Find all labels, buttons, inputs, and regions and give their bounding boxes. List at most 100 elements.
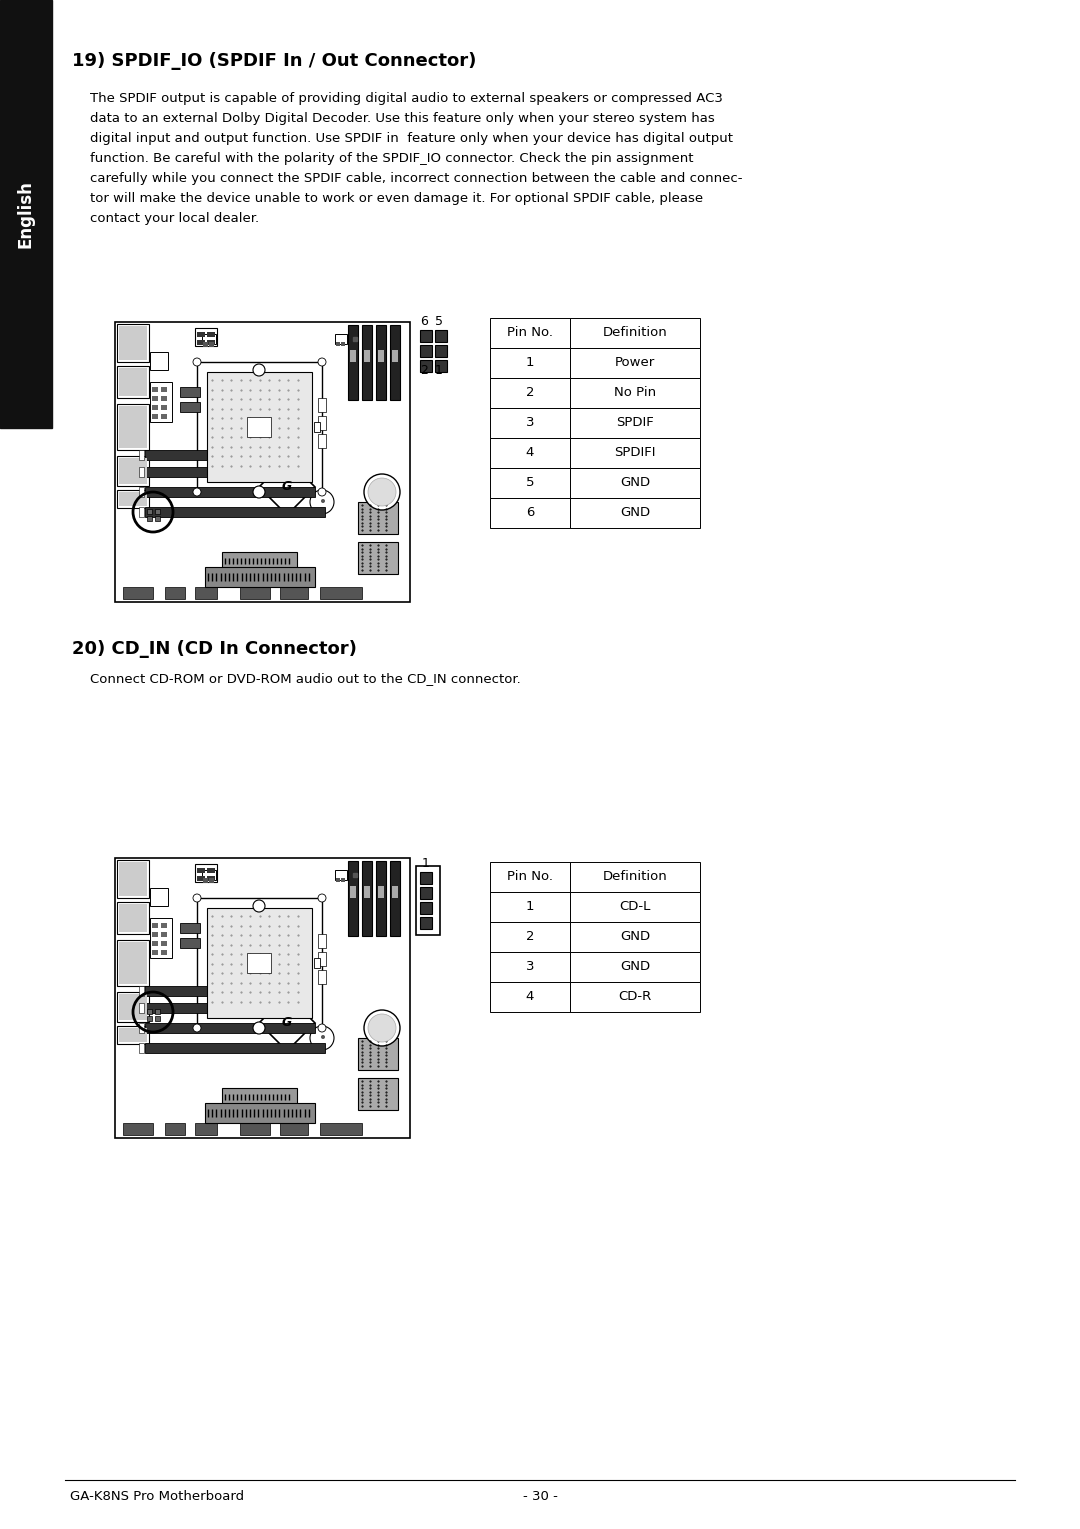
Bar: [117, 859, 149, 898]
Bar: [161, 940, 167, 946]
Polygon shape: [259, 995, 315, 1050]
Bar: [435, 359, 447, 372]
Bar: [117, 365, 149, 398]
Bar: [195, 587, 217, 599]
Bar: [147, 509, 152, 514]
Bar: [145, 1043, 325, 1053]
Text: English: English: [17, 180, 35, 248]
Circle shape: [321, 1035, 325, 1040]
Bar: [210, 342, 214, 347]
Circle shape: [368, 1014, 396, 1041]
Text: 1: 1: [526, 356, 535, 370]
Bar: [117, 992, 149, 1021]
Bar: [435, 330, 447, 342]
Polygon shape: [259, 459, 315, 515]
Bar: [207, 908, 312, 1018]
Bar: [114, 858, 410, 1138]
Bar: [420, 359, 432, 372]
Bar: [145, 488, 315, 497]
Circle shape: [193, 1024, 201, 1032]
Bar: [570, 498, 700, 528]
Bar: [570, 437, 700, 468]
Bar: [240, 587, 270, 599]
Bar: [362, 861, 372, 936]
Bar: [152, 924, 158, 928]
Bar: [280, 587, 308, 599]
Bar: [570, 318, 700, 349]
Text: tor will make the device unable to work or even damage it. For optional SPDIF ca: tor will make the device unable to work …: [90, 193, 703, 205]
Bar: [490, 408, 570, 437]
Circle shape: [193, 358, 201, 365]
Bar: [147, 515, 152, 521]
Bar: [570, 378, 700, 408]
Text: SPDIFI: SPDIFI: [615, 446, 656, 460]
Circle shape: [310, 1026, 334, 1050]
Bar: [145, 450, 295, 460]
Bar: [139, 466, 144, 477]
Bar: [420, 872, 432, 884]
Bar: [161, 387, 167, 391]
Circle shape: [193, 894, 201, 902]
Bar: [362, 326, 372, 401]
Bar: [202, 333, 216, 344]
Text: 20) CD_IN (CD In Connector): 20) CD_IN (CD In Connector): [72, 641, 356, 657]
Bar: [350, 350, 356, 362]
Bar: [152, 396, 158, 401]
Bar: [119, 459, 147, 485]
Circle shape: [368, 479, 396, 506]
Bar: [570, 953, 700, 982]
Bar: [145, 466, 305, 477]
Bar: [119, 368, 147, 396]
Bar: [318, 969, 326, 985]
Bar: [152, 387, 158, 391]
Bar: [570, 408, 700, 437]
Bar: [210, 878, 214, 884]
Bar: [357, 1078, 399, 1110]
Bar: [117, 902, 149, 934]
Text: 4: 4: [526, 446, 535, 460]
Bar: [197, 898, 322, 1027]
Bar: [139, 1043, 144, 1053]
Bar: [197, 362, 322, 492]
Bar: [318, 934, 326, 948]
Circle shape: [253, 486, 265, 498]
Text: GND: GND: [620, 477, 650, 489]
Bar: [390, 861, 400, 936]
Bar: [570, 468, 700, 498]
Bar: [150, 382, 172, 422]
Bar: [161, 396, 167, 401]
Bar: [161, 414, 167, 419]
Bar: [490, 891, 570, 922]
Bar: [147, 1009, 152, 1014]
Bar: [161, 950, 167, 956]
Bar: [490, 498, 570, 528]
Bar: [490, 437, 570, 468]
Text: data to an external Dolby Digital Decoder. Use this feature only when your stere: data to an external Dolby Digital Decode…: [90, 112, 715, 125]
Bar: [119, 942, 147, 985]
Text: GND: GND: [620, 960, 650, 974]
Bar: [490, 922, 570, 953]
Bar: [0, 0, 52, 428]
Bar: [247, 417, 271, 437]
Bar: [117, 404, 149, 450]
Bar: [139, 1003, 144, 1014]
Bar: [180, 387, 200, 398]
Circle shape: [253, 901, 265, 911]
Bar: [119, 326, 147, 359]
Bar: [139, 488, 144, 497]
Bar: [376, 861, 386, 936]
Bar: [490, 982, 570, 1012]
Bar: [336, 878, 340, 882]
Text: 3: 3: [526, 416, 535, 430]
Bar: [570, 862, 700, 891]
Bar: [416, 865, 440, 936]
Bar: [490, 468, 570, 498]
Text: GND: GND: [620, 506, 650, 520]
Bar: [490, 318, 570, 349]
Bar: [335, 333, 347, 344]
Text: GND: GND: [620, 931, 650, 943]
Circle shape: [310, 489, 334, 514]
Bar: [117, 1026, 149, 1044]
Bar: [314, 422, 320, 433]
Bar: [117, 940, 149, 986]
